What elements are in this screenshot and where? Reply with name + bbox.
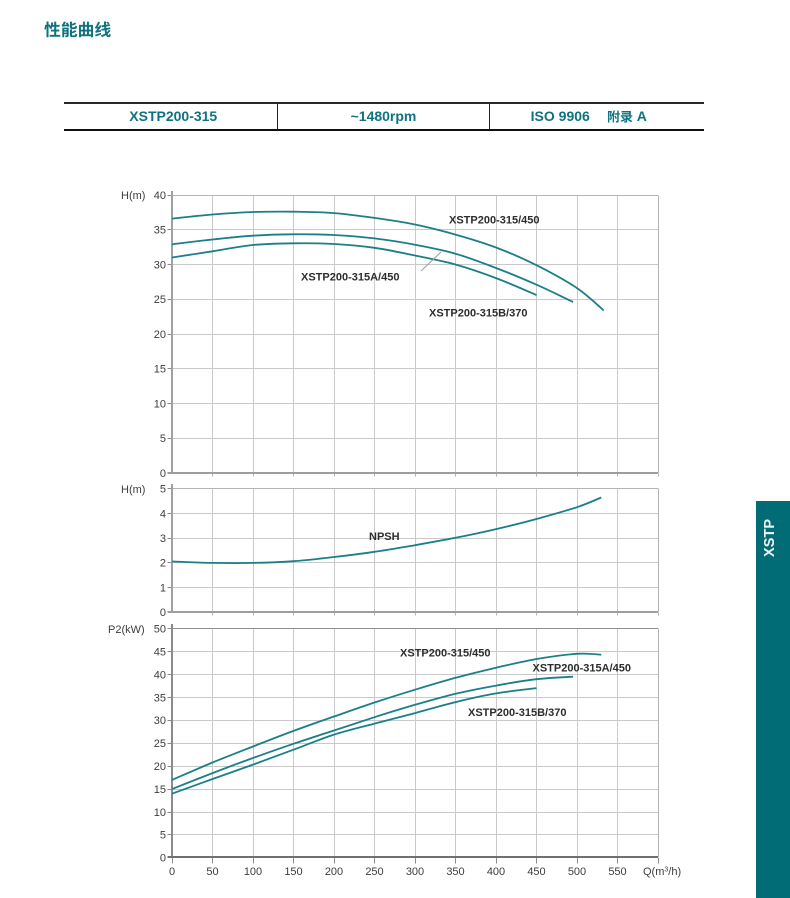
- svg-text:300: 300: [406, 866, 424, 878]
- svg-text:15: 15: [154, 364, 166, 376]
- svg-text:3: 3: [160, 533, 166, 545]
- svg-text:5: 5: [160, 830, 166, 842]
- svg-text:P2(kW): P2(kW): [108, 624, 145, 636]
- svg-text:20: 20: [154, 329, 166, 341]
- svg-text:550: 550: [608, 866, 626, 878]
- svg-text:20: 20: [154, 761, 166, 773]
- svg-text:500: 500: [568, 866, 586, 878]
- svg-text:0: 0: [160, 468, 166, 480]
- svg-text:Q(m3/h): Q(m3/h): [643, 866, 681, 878]
- svg-text:35: 35: [154, 692, 166, 704]
- svg-text:30: 30: [154, 715, 166, 727]
- svg-text:H(m): H(m): [121, 484, 145, 496]
- svg-text:350: 350: [446, 866, 464, 878]
- svg-text:25: 25: [154, 738, 166, 750]
- svg-text:2: 2: [160, 558, 166, 570]
- svg-text:XSTP200-315/450: XSTP200-315/450: [449, 215, 540, 227]
- svg-text:40: 40: [154, 190, 166, 202]
- svg-text:15: 15: [154, 784, 166, 796]
- svg-text:1: 1: [160, 582, 166, 594]
- svg-text:5: 5: [160, 484, 166, 496]
- svg-text:XSTP200-315A/450: XSTP200-315A/450: [301, 272, 399, 284]
- svg-text:0: 0: [169, 866, 175, 878]
- svg-text:0: 0: [160, 853, 166, 865]
- svg-text:XSTP200-315B/370: XSTP200-315B/370: [429, 308, 527, 320]
- svg-text:NPSH: NPSH: [369, 531, 400, 543]
- svg-text:40: 40: [154, 669, 166, 681]
- svg-text:H(m): H(m): [121, 190, 145, 202]
- svg-text:400: 400: [487, 866, 505, 878]
- svg-text:100: 100: [244, 866, 262, 878]
- svg-text:450: 450: [527, 866, 545, 878]
- svg-text:50: 50: [206, 866, 218, 878]
- svg-text:150: 150: [284, 866, 302, 878]
- svg-text:XSTP200-315/450: XSTP200-315/450: [400, 648, 491, 660]
- svg-text:45: 45: [154, 647, 166, 659]
- svg-text:XSTP200-315B/370: XSTP200-315B/370: [468, 707, 566, 719]
- svg-text:200: 200: [325, 866, 343, 878]
- svg-text:25: 25: [154, 294, 166, 306]
- svg-text:0: 0: [160, 607, 166, 619]
- svg-text:250: 250: [365, 866, 383, 878]
- svg-text:10: 10: [154, 398, 166, 410]
- svg-text:4: 4: [160, 508, 166, 520]
- svg-text:50: 50: [154, 624, 166, 636]
- svg-text:10: 10: [154, 807, 166, 819]
- svg-text:XSTP200-315A/450: XSTP200-315A/450: [533, 663, 631, 675]
- svg-text:35: 35: [154, 225, 166, 237]
- svg-text:5: 5: [160, 433, 166, 445]
- svg-text:30: 30: [154, 259, 166, 271]
